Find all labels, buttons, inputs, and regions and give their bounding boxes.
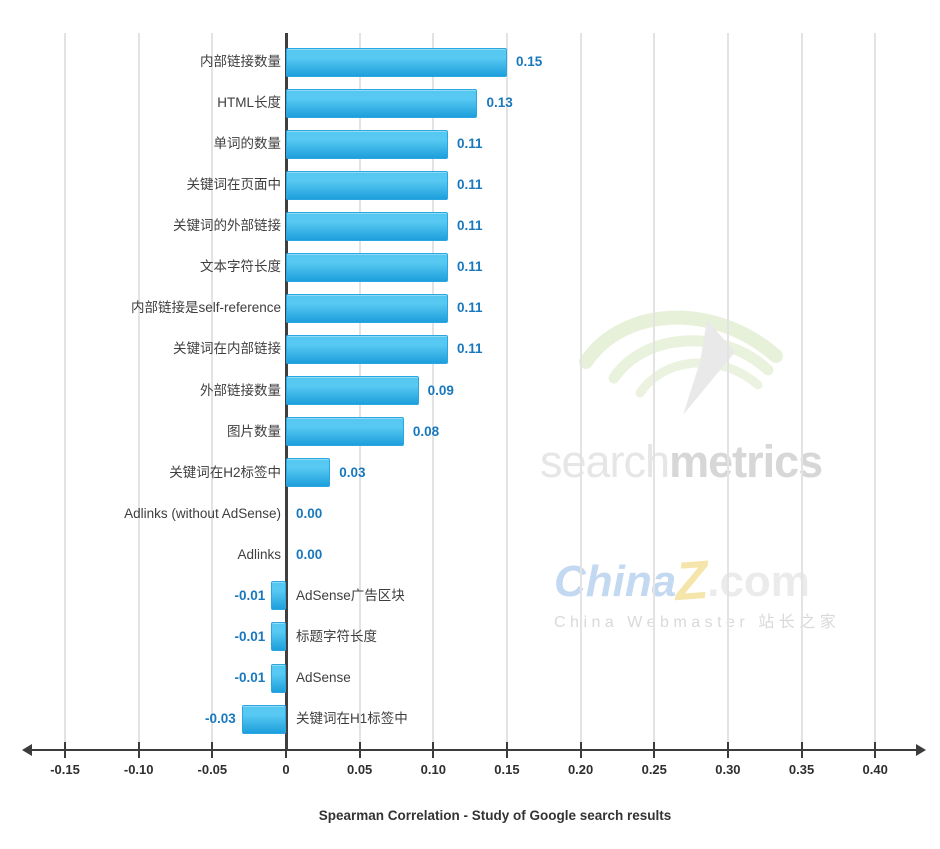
bar	[286, 458, 331, 488]
bar	[286, 252, 449, 282]
gridline	[726, 33, 729, 750]
searchmetrics-swoosh-icon	[579, 310, 783, 415]
value-label: 0.11	[457, 341, 483, 357]
chinaz-watermark: ChinaZ.com China Webmaster 站长之家	[554, 549, 841, 632]
gridline	[800, 33, 803, 750]
value-label: 0.03	[339, 464, 366, 480]
category-label: Adlinks	[237, 546, 281, 562]
category-label: 内部链接是self-reference	[130, 300, 281, 316]
value-label: 0.00	[296, 546, 323, 562]
value-label: 0.15	[515, 54, 543, 69]
searchmetrics-wordmark: searchmetrics	[540, 436, 823, 488]
x-axis-tick-label: 0.05	[346, 762, 373, 777]
gridline	[64, 33, 67, 750]
gridline	[432, 33, 435, 750]
category-label: 关键词在H2标签中	[169, 464, 281, 480]
bar	[286, 47, 507, 77]
gridline	[211, 33, 214, 750]
bar	[271, 622, 286, 652]
value-label: 0.11	[457, 177, 483, 193]
value-label: 0.11	[457, 300, 483, 316]
bar	[286, 334, 449, 364]
value-label: 0.13	[486, 95, 513, 111]
bar	[286, 129, 449, 159]
category-label: AdSense	[296, 670, 351, 686]
x-axis-tick-label: -0.15	[50, 762, 80, 777]
x-axis-tick-label: -0.10	[123, 762, 154, 777]
value-label: 0.00	[296, 505, 323, 521]
chinaz-word-com: .com	[707, 557, 810, 606]
x-axis-tick-label: 0.40	[862, 762, 888, 777]
value-label: -0.01	[234, 670, 266, 686]
chinaz-word-z: Z	[673, 549, 711, 613]
x-axis-tick-label: 0	[282, 762, 290, 777]
x-axis-line	[30, 749, 918, 751]
category-label: HTML长度	[217, 95, 281, 111]
bar	[286, 88, 478, 118]
x-axis-tick-label: 0.10	[420, 762, 446, 777]
gridline	[505, 33, 508, 750]
bar	[286, 293, 449, 323]
x-axis-tick-label: 0.35	[788, 762, 815, 777]
category-label: 单词的数量	[213, 136, 282, 152]
value-label: -0.01	[234, 628, 266, 644]
bar	[286, 211, 449, 241]
value-label: 0.11	[457, 218, 483, 234]
bar	[286, 170, 449, 200]
bar	[286, 376, 419, 406]
chart-title: Spearman Correlation - Study of Google s…	[318, 808, 672, 823]
category-label: 外部链接数量	[200, 382, 281, 398]
category-label: AdSense广告区块	[296, 587, 405, 603]
searchmetrics-word-metrics: metrics	[669, 436, 823, 487]
x-axis-tick-label: 0.30	[715, 762, 741, 777]
x-axis-tick-label: -0.05	[197, 762, 228, 777]
value-label: -0.01	[234, 587, 266, 603]
category-label: 关键词在页面中	[186, 177, 282, 193]
category-label: 文本字符长度	[200, 259, 281, 275]
chinaz-wordmark: ChinaZ.com	[554, 549, 840, 613]
x-axis-arrow-right	[916, 744, 926, 756]
gridline	[653, 33, 656, 750]
chinaz-subtitle: China Webmaster 站长之家	[554, 614, 841, 631]
gridline	[137, 33, 140, 750]
bar	[271, 581, 286, 611]
value-label: -0.03	[205, 711, 236, 727]
value-label: 0.11	[457, 136, 483, 152]
category-label: 关键词的外部链接	[173, 218, 281, 234]
value-label: 0.09	[427, 382, 454, 398]
x-axis-tick-label: 0.20	[567, 762, 594, 777]
category-label: 关键词在内部链接	[173, 341, 281, 357]
category-label: 关键词在H1标签中	[296, 711, 408, 727]
searchmetrics-watermark: searchmetrics	[540, 300, 870, 505]
bar	[271, 663, 286, 693]
category-label: Adlinks (without AdSense)	[124, 505, 281, 521]
category-label: 内部链接数量	[200, 54, 281, 69]
x-axis-arrow-left	[22, 744, 32, 756]
searchmetrics-word-search: search	[540, 436, 670, 487]
x-axis-tick-label: 0.25	[641, 762, 667, 777]
gridline	[579, 33, 582, 750]
category-label: 图片数量	[227, 423, 281, 439]
x-axis-tick-label: 0.15	[494, 762, 520, 777]
bar	[241, 704, 286, 734]
value-label: 0.11	[457, 259, 483, 275]
bar	[286, 417, 404, 447]
value-label: 0.08	[412, 423, 440, 439]
gridline	[874, 33, 877, 750]
category-label: 标题字符长度	[296, 628, 377, 644]
